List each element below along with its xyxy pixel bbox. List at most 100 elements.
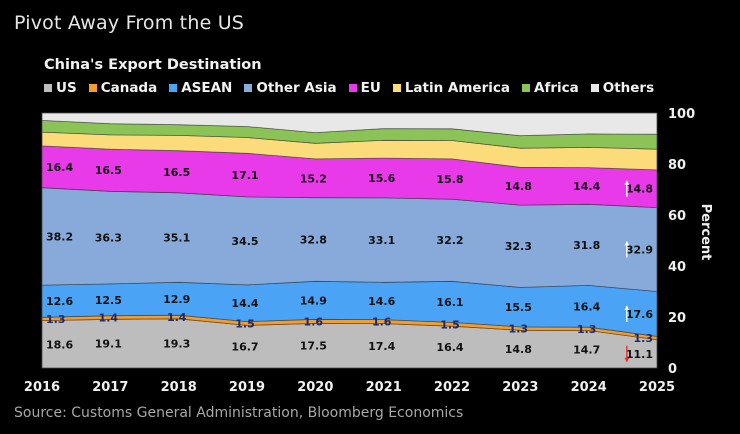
legend-label: Other Asia (256, 80, 337, 96)
legend-item-canada: Canada (88, 80, 158, 96)
y-tick-label: 20 (668, 311, 686, 326)
x-tick-label: 2019 (229, 380, 265, 395)
data-label-us: 14.8 (505, 343, 532, 356)
annotation-arrow-layer (624, 180, 630, 362)
data-label-canada: 1.6 (304, 315, 324, 328)
data-label-other-asia: 33.1 (368, 234, 395, 247)
x-tick-label: 2021 (366, 380, 402, 395)
data-label-other-asia: 32.2 (436, 234, 463, 247)
legend-label: Latin America (404, 80, 510, 96)
data-label-eu: 15.8 (436, 173, 463, 186)
chart-title: China's Export Destination (44, 57, 262, 73)
legend-swatch (88, 84, 97, 92)
data-label-canada: 1.3 (46, 313, 66, 326)
data-label-asean: 12.5 (95, 294, 122, 307)
data-label-canada: 1.4 (99, 312, 119, 325)
legend-item-asean: ASEAN (169, 80, 232, 96)
data-label-canada: 1.5 (235, 318, 255, 331)
x-tick-label: 2017 (92, 380, 128, 395)
data-label-canada: 1.4 (167, 311, 187, 324)
data-label-canada: 1.3 (509, 323, 529, 336)
headline: Pivot Away From the US (14, 12, 245, 34)
data-label-eu: 17.1 (231, 169, 258, 182)
legend-item-other-asia: Other Asia (244, 80, 337, 96)
arrow-up-icon-other-asia (624, 241, 630, 258)
legend-label: Canada (100, 80, 158, 96)
legend-item-africa: Africa (522, 80, 579, 96)
x-tick-label: 2016 (24, 380, 60, 395)
data-label-canada: 1.3 (634, 332, 654, 345)
y-tick-label: 60 (668, 209, 686, 224)
data-label-eu: 15.6 (368, 172, 395, 185)
data-label-us: 17.5 (300, 340, 327, 353)
legend-label: US (56, 80, 77, 96)
data-label-canada: 1.6 (372, 316, 392, 329)
data-label-us: 17.4 (368, 340, 395, 353)
legend: US Canada ASEAN Other Asia EU Latin America Af… (44, 80, 666, 96)
x-tick-label: 2022 (434, 380, 470, 395)
legend-label: Others (602, 80, 655, 96)
arrow-up-icon-eu (624, 180, 630, 197)
data-label-other-asia: 32.3 (505, 240, 532, 253)
y-axis-ticks: 0 20 40 60 80 100 (668, 107, 695, 377)
legend-item-us: US (44, 80, 77, 96)
data-label-eu: 16.4 (46, 161, 73, 174)
data-label-other-asia: 36.3 (95, 232, 122, 245)
y-tick-label: 0 (668, 362, 677, 377)
data-label-asean: 16.4 (573, 300, 600, 313)
data-label-other-asia: 34.5 (231, 235, 258, 248)
data-label-eu: 15.2 (300, 172, 327, 185)
legend-swatch (244, 84, 253, 92)
y-axis-label: Percent (698, 204, 713, 261)
legend-item-eu: EU (348, 80, 381, 96)
x-tick-label: 2020 (297, 380, 333, 395)
data-label-other-asia: 38.2 (46, 230, 73, 243)
arrow-down-icon-us (624, 345, 630, 362)
data-label-asean: 12.6 (46, 295, 73, 308)
area-layer (41, 112, 658, 369)
data-label-asean: 12.9 (163, 293, 190, 306)
legend-item-others: Others (590, 80, 655, 96)
legend-label: ASEAN (181, 80, 233, 96)
legend-swatch (392, 84, 401, 92)
x-tick-label: 2018 (161, 380, 197, 395)
data-label-eu: 16.5 (95, 164, 122, 177)
source-note: Source: Customs General Administration, … (14, 405, 464, 421)
legend-swatch (348, 84, 357, 92)
data-label-asean: 16.1 (436, 296, 463, 309)
data-label-eu: 14.8 (505, 180, 532, 193)
legend-swatch (44, 84, 52, 92)
plot-frame (41, 112, 658, 369)
data-label-asean: 14.4 (231, 297, 258, 310)
x-tick-label: 2023 (502, 380, 538, 395)
y-tick-label: 100 (668, 107, 695, 122)
data-label-us: 16.4 (436, 341, 463, 354)
data-label-other-asia: 35.1 (163, 232, 190, 245)
data-label-layer: 18.6 19.1 19.3 16.7 17.5 17.4 16.4 14.8 14.7 11.1… (46, 161, 653, 361)
data-label-us: 16.7 (231, 341, 258, 354)
y-tick-label: 40 (668, 260, 686, 275)
legend-item-latin-america: Latin America (392, 80, 510, 96)
legend-swatch (590, 84, 599, 92)
legend-swatch (169, 84, 178, 92)
data-label-other-asia: 32.9 (626, 244, 653, 257)
data-label-us: 11.1 (626, 348, 653, 361)
data-label-canada: 1.5 (440, 318, 460, 331)
y-tick-label: 80 (668, 158, 686, 173)
x-tick-label: 2025 (639, 380, 675, 395)
legend-label: EU (360, 80, 381, 96)
arrow-up-icon-asean (624, 305, 630, 322)
data-label-eu: 16.5 (163, 166, 190, 179)
data-label-us: 14.7 (573, 343, 600, 356)
data-label-us: 19.3 (163, 337, 190, 350)
data-label-asean: 14.6 (368, 295, 395, 308)
legend-swatch (522, 84, 530, 92)
data-label-asean: 17.6 (626, 308, 653, 321)
data-label-us: 19.1 (95, 338, 122, 351)
data-label-eu: 14.8 (626, 183, 653, 196)
data-label-canada: 1.3 (577, 323, 597, 336)
data-label-asean: 15.5 (505, 301, 532, 314)
data-label-other-asia: 32.8 (300, 234, 327, 247)
x-tick-label: 2024 (571, 380, 607, 395)
